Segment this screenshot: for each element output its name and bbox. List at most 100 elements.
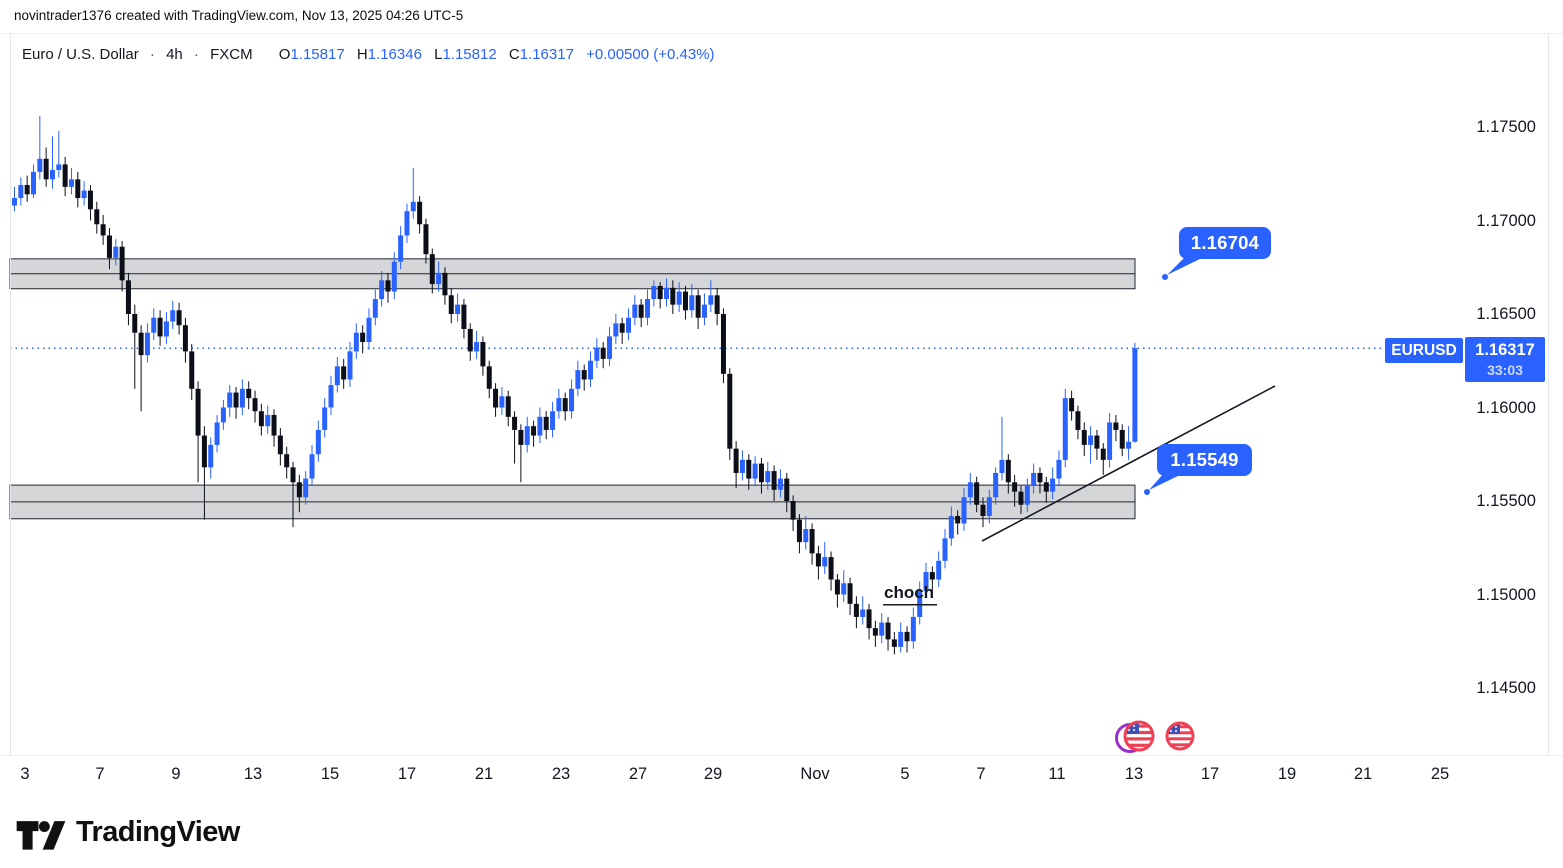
time-axis-label: 23: [551, 765, 571, 783]
candle: [803, 515, 809, 550]
candle: [936, 551, 942, 588]
candle: [866, 603, 872, 640]
candle: [385, 272, 391, 303]
candle: [531, 420, 537, 447]
price-axis-label: 1.16500: [1476, 305, 1536, 323]
candle: [765, 461, 771, 490]
candle: [942, 529, 948, 569]
candle: [56, 130, 62, 178]
candle: [771, 465, 777, 501]
candle: [543, 411, 549, 440]
interval-label[interactable]: 4h: [166, 46, 183, 63]
last-price-label[interactable]: 1.16317 33:03: [1465, 337, 1545, 382]
time-axis[interactable]: 3 7 9 13 15 17 21 23 27 29 Nov 5 7 11 13 17 19 21 25: [0, 756, 1563, 790]
candle: [195, 381, 201, 483]
symbol-title[interactable]: Euro / U.S. Dollar: [22, 46, 139, 63]
time-axis-label: 13: [1124, 765, 1144, 783]
candle: [999, 416, 1005, 481]
candle: [360, 325, 366, 354]
candle: [891, 631, 897, 655]
symbol-price-tag[interactable]: EURUSD: [1385, 338, 1463, 363]
candle: [733, 441, 739, 488]
candle: [822, 542, 828, 574]
candle: [87, 184, 93, 221]
candle: [815, 545, 821, 580]
us-flag-icon: [1165, 721, 1195, 751]
candle: [1069, 390, 1075, 421]
candle: [239, 379, 245, 415]
candle: [619, 317, 625, 344]
candle: [955, 510, 961, 535]
candle: [600, 342, 606, 369]
price-axis-label: 1.17000: [1476, 211, 1536, 230]
time-axis-label: 5: [900, 765, 910, 783]
trendline[interactable]: [981, 385, 1276, 542]
candle: [366, 308, 372, 350]
callout-anchor-dot: [1162, 274, 1168, 280]
candle: [176, 302, 182, 335]
candle: [505, 390, 511, 427]
candle: [62, 156, 68, 197]
candle: [1005, 454, 1011, 494]
candle: [68, 168, 74, 195]
candle: [113, 239, 119, 266]
candle: [613, 314, 619, 344]
candle: [353, 323, 359, 359]
candle: [575, 360, 581, 397]
creator-watermark: novintrader1376 created with TradingView…: [14, 8, 464, 23]
candle: [271, 409, 277, 447]
candle: [322, 398, 328, 438]
change-value: +0.00500 (+0.43%): [586, 46, 715, 63]
candle: [1062, 388, 1068, 468]
candle: [860, 596, 866, 625]
candle: [493, 383, 499, 417]
candle: [537, 407, 543, 444]
candle: [841, 570, 847, 602]
candle: [132, 304, 138, 389]
us-flag-icon: [1123, 720, 1155, 752]
close-label: C: [508, 46, 520, 63]
callout-anchor-dot: [1144, 489, 1150, 495]
candle: [37, 115, 43, 180]
candle: [847, 577, 853, 616]
candle: [562, 392, 568, 421]
candle: [1126, 426, 1132, 460]
choch-annotation[interactable]: choch: [884, 582, 935, 602]
demand-zone[interactable]: [9, 484, 1136, 520]
price-callout[interactable]: 1.16704: [1179, 227, 1271, 259]
candle: [277, 428, 283, 466]
time-axis-label: 13: [243, 765, 263, 783]
price-callout[interactable]: 1.15549: [1157, 444, 1252, 476]
pane-left-border: [10, 33, 11, 755]
candle: [214, 414, 220, 453]
candle: [594, 338, 600, 369]
candle-series: [12, 115, 1138, 655]
candle: [1050, 467, 1056, 500]
supply-zone[interactable]: [9, 258, 1136, 290]
candle: [512, 411, 518, 464]
candle: [461, 299, 467, 339]
candle: [157, 310, 163, 346]
candle: [904, 626, 910, 653]
candle: [442, 267, 448, 305]
price-axis[interactable]: 1.17500 1.17000 1.16500 1.16000 1.15500 1.150…: [1460, 33, 1563, 755]
time-axis-border: [0, 755, 1563, 756]
time-axis-label: 11: [1048, 765, 1066, 783]
separator-dot: ·: [193, 46, 199, 63]
candle: [1075, 405, 1081, 440]
candle: [233, 386, 239, 419]
candle: [1043, 476, 1049, 503]
candle: [657, 282, 663, 309]
candle: [853, 596, 859, 629]
candle: [739, 450, 745, 481]
candle: [910, 607, 916, 649]
callout-tail: [1149, 473, 1184, 490]
price-axis-label: 1.17500: [1476, 118, 1536, 136]
separator-dot: ·: [149, 46, 155, 63]
candle: [341, 358, 347, 389]
candle: [695, 289, 701, 329]
candle: [1056, 450, 1062, 487]
symbol-info-bar[interactable]: Euro / U.S. Dollar · 4h · FXCM O1.15817 …: [22, 46, 715, 63]
candle: [898, 622, 904, 653]
